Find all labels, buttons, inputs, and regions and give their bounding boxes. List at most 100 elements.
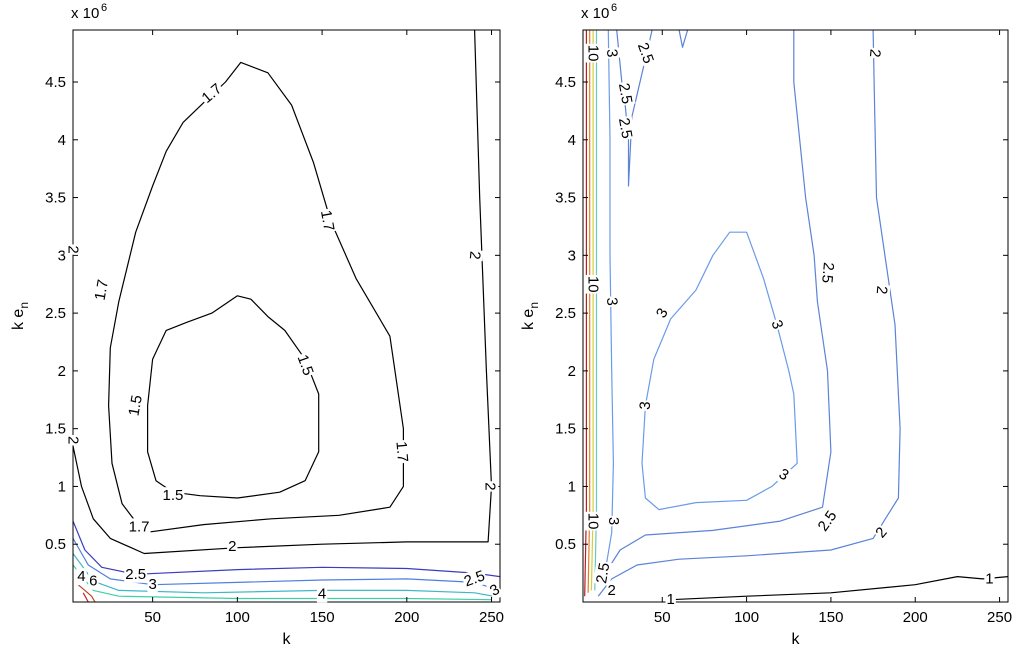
- contour-label-background: [633, 39, 658, 67]
- contour-label-background: [602, 295, 621, 308]
- contour-label: 2: [607, 582, 615, 599]
- x-tick-label: 150: [310, 609, 335, 626]
- y-exponent-power: 6: [611, 2, 617, 14]
- contour-label-background: [127, 518, 151, 536]
- contour-label-background: [197, 79, 227, 108]
- contour-label: 3: [148, 576, 156, 593]
- contour-label-background: [604, 515, 622, 527]
- contour-label: 3: [605, 517, 622, 525]
- contour-label-background: [767, 316, 787, 333]
- y-tick-label: 4: [568, 132, 576, 149]
- contour-label: 1.7: [392, 441, 411, 463]
- contour-label: 2: [228, 538, 236, 555]
- contour-label-background: [316, 207, 338, 234]
- contour-label-background: [592, 560, 614, 586]
- contour-label: 6: [89, 573, 97, 590]
- contour-label-background: [88, 572, 99, 590]
- contour-label-background: [91, 277, 113, 303]
- contour-label: 2.5: [615, 82, 635, 105]
- contour-label: 4: [77, 568, 85, 585]
- plot-frame: [582, 29, 1009, 603]
- contour-label: 2.5: [615, 116, 635, 139]
- contour-label-background: [76, 568, 87, 586]
- contour-label-background: [606, 581, 617, 599]
- contour-line-level-10: [587, 30, 591, 593]
- contour-label-background: [584, 511, 602, 531]
- contour-label: 2.5: [634, 40, 657, 65]
- contour-label: 3: [603, 48, 621, 58]
- y-axis-label-subscript: n: [17, 302, 31, 309]
- contour-label-background: [584, 274, 602, 294]
- contour-lines: [73, 30, 500, 602]
- contour-label-background: [64, 435, 82, 446]
- contour-label: 1.7: [129, 518, 150, 535]
- contour-label: 2.5: [815, 508, 841, 535]
- contour-label: 3: [637, 401, 655, 411]
- y-tick-label: 0.5: [45, 536, 66, 553]
- contour-line-level-7: [590, 30, 594, 591]
- y-tick-label: 3.5: [45, 190, 66, 207]
- contour-label: 2.5: [818, 262, 837, 284]
- contour-label: 2: [481, 482, 498, 490]
- y-tick-label: 2: [568, 363, 576, 380]
- y-tick-label: 1: [58, 478, 66, 495]
- contour-line-level-2: [597, 30, 901, 597]
- contour-line-level-2-5: [73, 520, 500, 578]
- contour-label: 2: [873, 285, 891, 295]
- contour-label: 1.7: [92, 278, 112, 301]
- y-tick-label: 3: [568, 247, 576, 264]
- contour-label-background: [652, 304, 673, 322]
- contour-label: 2.5: [593, 561, 613, 584]
- contour-label: 1.7: [198, 80, 225, 106]
- y-tick-label: 1.5: [45, 421, 66, 438]
- contour-label: 10: [585, 276, 602, 293]
- contour-line-level-3: [73, 538, 500, 591]
- contour-label: 1: [667, 591, 675, 608]
- contour-label: 2: [466, 250, 484, 260]
- contour-label: 2: [65, 436, 82, 444]
- contour-label-background: [227, 538, 238, 556]
- contour-label: 1: [985, 570, 993, 587]
- y-tick-label: 2.5: [45, 305, 66, 322]
- contour-label-background: [818, 260, 838, 285]
- contour-label: 1.5: [126, 394, 146, 417]
- x-axis-label: k: [792, 631, 801, 648]
- contour-label-background: [161, 487, 185, 505]
- contour-label-background: [814, 506, 842, 536]
- contour-label-background: [392, 439, 412, 464]
- contour-label-background: [124, 565, 148, 583]
- contour-line-level-5: [594, 30, 598, 591]
- contour-label: 1.5: [163, 487, 184, 504]
- contour-label-background: [316, 585, 328, 603]
- contour-line-level-3: [641, 231, 798, 511]
- x-tick-label: 150: [818, 609, 843, 626]
- x-tick-label: 50: [144, 609, 161, 626]
- y-tick-label: 0.5: [555, 536, 576, 553]
- contour-label-background: [602, 47, 621, 60]
- x-tick-label: 100: [734, 609, 759, 626]
- y-tick-label: 3: [58, 247, 66, 264]
- y-axis-label-subscript: n: [527, 302, 541, 309]
- contour-lines: [584, 30, 1008, 601]
- x-tick-label: 50: [654, 609, 671, 626]
- contour-label-background: [636, 399, 655, 412]
- contour-label-background: [147, 576, 158, 594]
- contour-line-level-8: [82, 592, 89, 602]
- contour-label: 1.5: [294, 352, 317, 377]
- y-tick-label: 3.5: [555, 190, 576, 207]
- contour-label: 2: [866, 48, 884, 58]
- contour-label: 10: [585, 513, 602, 530]
- y-tick-label: 1: [568, 478, 576, 495]
- y-tick-label: 2: [58, 363, 66, 380]
- y-tick-label: 1.5: [555, 421, 576, 438]
- contour-label: 2: [65, 245, 82, 253]
- contour-label-background: [665, 591, 676, 609]
- contour-line-level-2-5: [678, 30, 689, 48]
- contour-label: 3: [603, 297, 621, 307]
- contour-label-background: [125, 392, 147, 419]
- contour-label-background: [872, 284, 891, 296]
- y-tick-label: 4.5: [45, 74, 66, 91]
